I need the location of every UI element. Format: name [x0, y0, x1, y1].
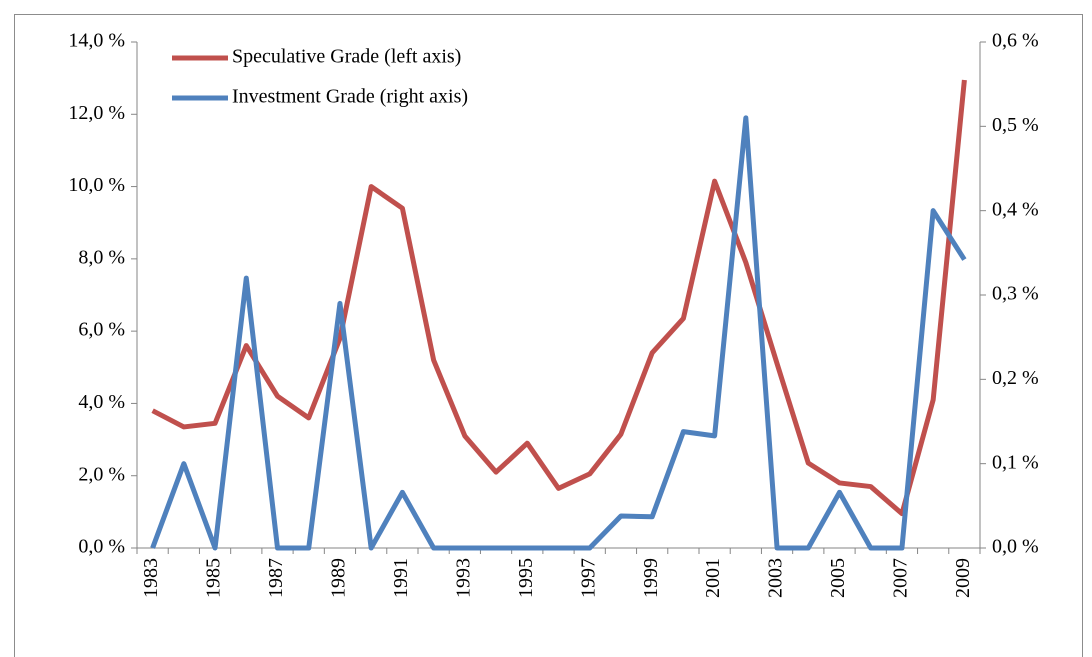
x-tick-label: 2001	[702, 558, 724, 598]
x-tick-label: 2007	[890, 558, 912, 598]
y2-tick-label: 0,2 %	[992, 367, 1039, 389]
x-tick-label: 1985	[203, 558, 225, 598]
y-tick-label: 2,0 %	[78, 463, 125, 485]
legend-label: Investment Grade (right axis)	[232, 86, 468, 108]
x-tick-label: 1999	[640, 558, 662, 598]
x-tick-label: 1989	[328, 558, 350, 598]
x-tick-label: 1993	[452, 558, 474, 598]
x-tick-label: 2009	[952, 558, 974, 598]
x-tick-label: 1995	[515, 558, 537, 598]
y-tick-label: 4,0 %	[78, 391, 125, 413]
y-tick-label: 0,0 %	[78, 536, 125, 558]
series-line	[151, 79, 967, 517]
series-line	[150, 115, 967, 551]
y-tick-label: 6,0 %	[78, 319, 125, 341]
y-tick-label: 10,0 %	[68, 174, 125, 196]
y2-tick-label: 0,0 %	[992, 536, 1039, 558]
x-tick-label: 1997	[577, 558, 599, 598]
y2-tick-label: 0,4 %	[992, 198, 1039, 220]
y-tick-label: 14,0 %	[68, 30, 125, 52]
legend-label: Speculative Grade (left axis)	[232, 46, 461, 68]
y2-tick-label: 0,1 %	[992, 451, 1039, 473]
x-tick-label: 2003	[765, 558, 787, 598]
y2-tick-label: 0,6 %	[992, 30, 1039, 52]
y-tick-label: 12,0 %	[68, 102, 125, 124]
y2-tick-label: 0,5 %	[992, 114, 1039, 136]
x-tick-label: 1991	[390, 558, 412, 598]
chart-frame	[14, 14, 1083, 657]
x-tick-label: 2005	[827, 558, 849, 598]
y-tick-label: 8,0 %	[78, 246, 125, 268]
y2-tick-label: 0,3 %	[992, 283, 1039, 305]
x-tick-label: 1983	[140, 558, 162, 598]
x-tick-label: 1987	[265, 558, 287, 598]
